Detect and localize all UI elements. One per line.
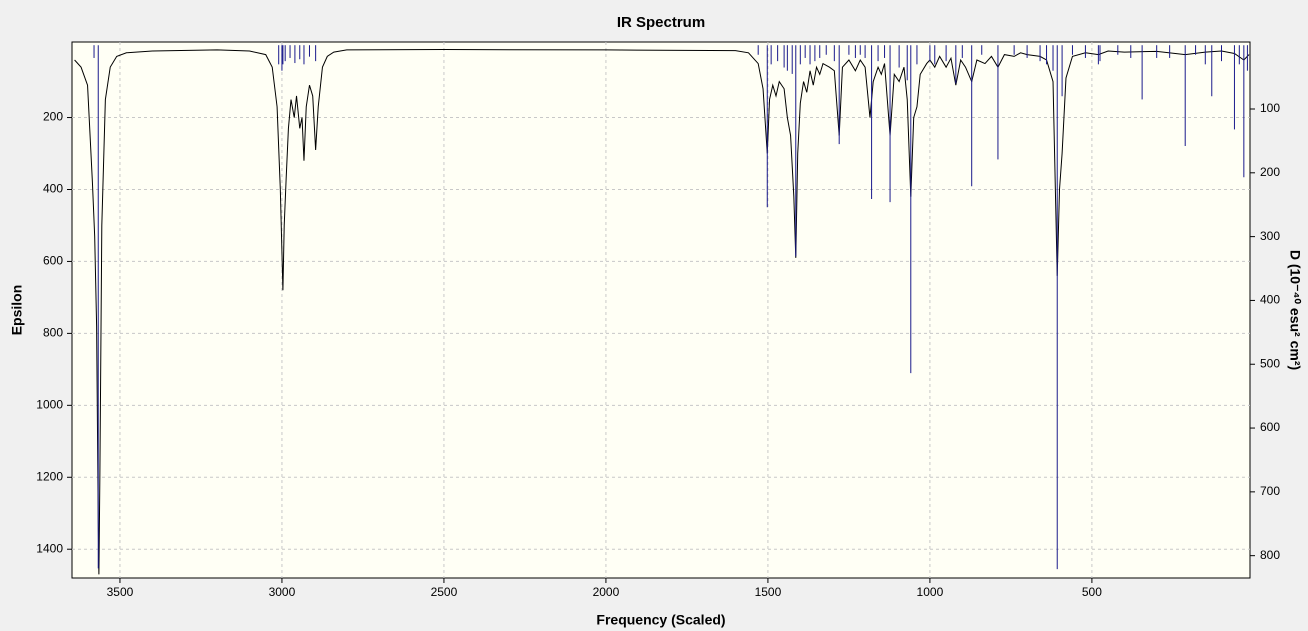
y-tick-label: 800 — [43, 326, 63, 340]
y2-tick-label: 600 — [1260, 420, 1280, 434]
y2-tick-label: 200 — [1260, 165, 1280, 179]
y-tick-label: 1200 — [36, 469, 63, 483]
y2-tick-label: 400 — [1260, 293, 1280, 307]
x-tick-label: 1000 — [917, 585, 944, 599]
y-tick-label: 600 — [43, 254, 63, 268]
y2-tick-label: 300 — [1260, 229, 1280, 243]
y-axis-label: Epsilon — [9, 285, 25, 336]
x-tick-label: 1500 — [755, 585, 782, 599]
y-tick-label: 400 — [43, 182, 63, 196]
y2-tick-label: 800 — [1260, 548, 1280, 562]
y-tick-label: 200 — [43, 110, 63, 124]
y2-tick-label: 500 — [1260, 356, 1280, 370]
y2-axis-label: D (10⁻⁴⁰ esu² cm²) — [1287, 250, 1303, 370]
chart-title: IR Spectrum — [617, 14, 705, 31]
x-axis-label: Frequency (Scaled) — [596, 612, 725, 628]
x-tick-label: 500 — [1082, 585, 1102, 599]
x-tick-label: 2000 — [593, 585, 620, 599]
x-tick-label: 3000 — [269, 585, 296, 599]
x-tick-label: 3500 — [107, 585, 134, 599]
x-tick-label: 2500 — [431, 585, 458, 599]
y2-tick-label: 700 — [1260, 484, 1280, 498]
plot-area — [71, 41, 1251, 579]
spectrum-line — [74, 49, 1250, 575]
y-tick-label: 1400 — [36, 541, 63, 555]
y2-tick-label: 100 — [1260, 101, 1280, 115]
y-tick-label: 1000 — [36, 398, 63, 412]
